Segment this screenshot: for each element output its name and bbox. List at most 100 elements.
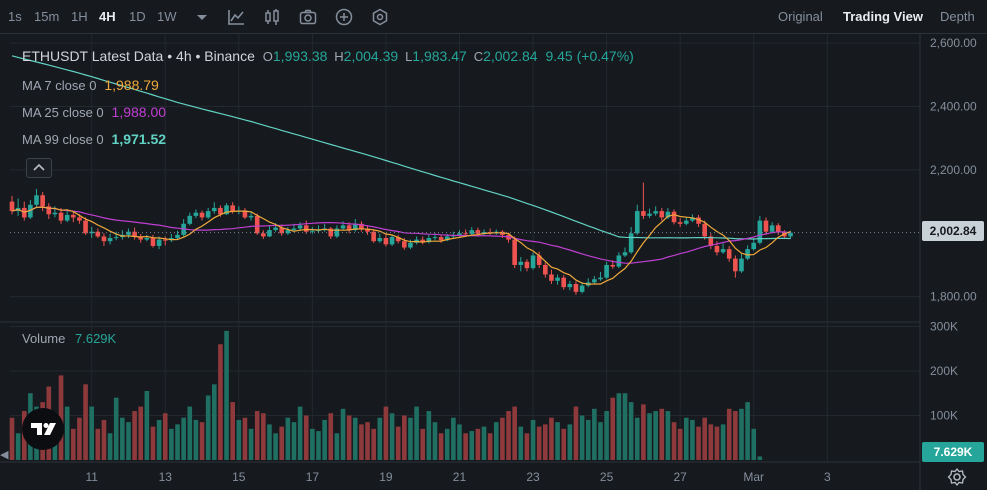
volume-bar (438, 433, 444, 460)
timeframe-1s[interactable]: 1s (8, 9, 22, 24)
time-tick-label: 19 (379, 470, 393, 484)
collapse-legend-button[interactable] (26, 158, 52, 178)
candle-body (634, 211, 640, 234)
candle-body (438, 237, 444, 241)
volume-bar (371, 428, 376, 460)
time-tick-label: 17 (306, 470, 320, 484)
volume-bar (150, 426, 156, 460)
volume-bar (420, 428, 426, 460)
volume-bar (377, 417, 383, 460)
volume-bar (199, 422, 205, 460)
volume-bar (138, 406, 144, 460)
settings-hex-icon[interactable] (370, 7, 390, 27)
volume-bar (224, 330, 229, 460)
ma25-value: 1,988.00 (111, 104, 167, 120)
volume-bar (653, 411, 658, 460)
candle-body (665, 211, 671, 218)
volume-bar (628, 402, 634, 460)
view-original[interactable]: Original (778, 9, 823, 24)
volume-bar (211, 384, 217, 460)
candle-body (101, 236, 107, 242)
timeframe-1w[interactable]: 1W (157, 9, 177, 24)
candle-body (604, 264, 609, 278)
timeframe-15m[interactable]: 15m (34, 9, 60, 24)
timeframe-4h[interactable]: 4H (99, 9, 116, 24)
volume-bar (536, 426, 542, 460)
volume-bar (162, 413, 168, 460)
candle-body (175, 234, 180, 239)
candle-body (267, 230, 272, 237)
indicator-icon[interactable] (226, 7, 246, 27)
moving-average-lines (11, 55, 791, 285)
chart-settings-icon[interactable] (947, 467, 967, 487)
candle-body (71, 214, 76, 218)
volume-bar (334, 433, 340, 460)
volume-bar (426, 411, 432, 460)
price-tick-label: 1,800.00 (930, 290, 977, 304)
volume-bar (610, 397, 616, 460)
volume-bar (95, 428, 101, 460)
volume-bar (690, 419, 695, 460)
volume-bar (242, 417, 248, 460)
candle-body (714, 245, 720, 253)
candle-body (653, 211, 658, 214)
ma7-value: 1,988.79 (104, 77, 159, 93)
candle-body (77, 217, 82, 221)
candle-style-icon[interactable] (262, 7, 282, 27)
volume-label: Volume (22, 331, 66, 346)
volume-bar (328, 413, 334, 460)
chevron-down-icon[interactable] (192, 7, 212, 27)
volume-bar (297, 406, 303, 460)
candle-body (512, 239, 517, 265)
time-tick-label: 15 (232, 470, 246, 484)
candle-body (647, 213, 652, 216)
view-trading-view[interactable]: Trading View (843, 9, 923, 24)
candle-body (144, 238, 150, 240)
candle-body (616, 255, 622, 267)
candle-body (469, 230, 475, 234)
candle-body (303, 225, 309, 232)
volume-bar (708, 424, 714, 460)
volume-bar (175, 424, 180, 460)
volume-bar (677, 428, 683, 460)
timeframe-1h[interactable]: 1H (71, 9, 88, 24)
candle-body (408, 242, 413, 248)
candle-body (242, 210, 248, 218)
candle-body (193, 212, 199, 216)
volume-bar (579, 415, 585, 460)
volume-bar (254, 411, 260, 460)
volume-bar (187, 406, 193, 460)
candle-body (598, 277, 603, 280)
candle-body (199, 212, 205, 218)
volume-bar (181, 417, 186, 460)
candle-body (334, 228, 340, 237)
ma99-value: 1,971.52 (111, 131, 167, 147)
tradingview-logo-icon (31, 423, 56, 435)
timeframe-1d[interactable]: 1D (129, 9, 146, 24)
volume-bar (751, 428, 757, 460)
candle-body (205, 211, 211, 218)
candle-body (769, 225, 775, 232)
price-chart[interactable]: 2,600.00 2,400.00 2,200.00 1,800.00 300K 200K… (0, 34, 987, 490)
volume-bar (543, 424, 548, 460)
candle-body (52, 212, 58, 215)
volume-bar (634, 417, 640, 460)
candle-body (530, 255, 536, 269)
volume-bar (113, 397, 119, 460)
volume-bar (555, 422, 560, 460)
volume-bar (567, 424, 573, 460)
candle-body (573, 283, 579, 292)
volume-bar (733, 411, 738, 460)
view-depth[interactable]: Depth (940, 9, 975, 24)
candle-body (432, 237, 438, 239)
volume-tick-label: 300K (930, 319, 958, 333)
scroll-left-icon[interactable]: ◀ (0, 449, 9, 461)
volume-bar (267, 424, 272, 460)
screenshot-icon[interactable] (298, 7, 318, 27)
price-tick-label: 2,200.00 (930, 163, 977, 177)
candle-body (622, 252, 628, 256)
ma7-legend: MA 7 close 0 1,988.79 (22, 77, 159, 93)
volume-bar (696, 426, 701, 460)
add-icon[interactable] (334, 7, 354, 27)
ma99-label: MA 99 close 0 (22, 132, 104, 147)
